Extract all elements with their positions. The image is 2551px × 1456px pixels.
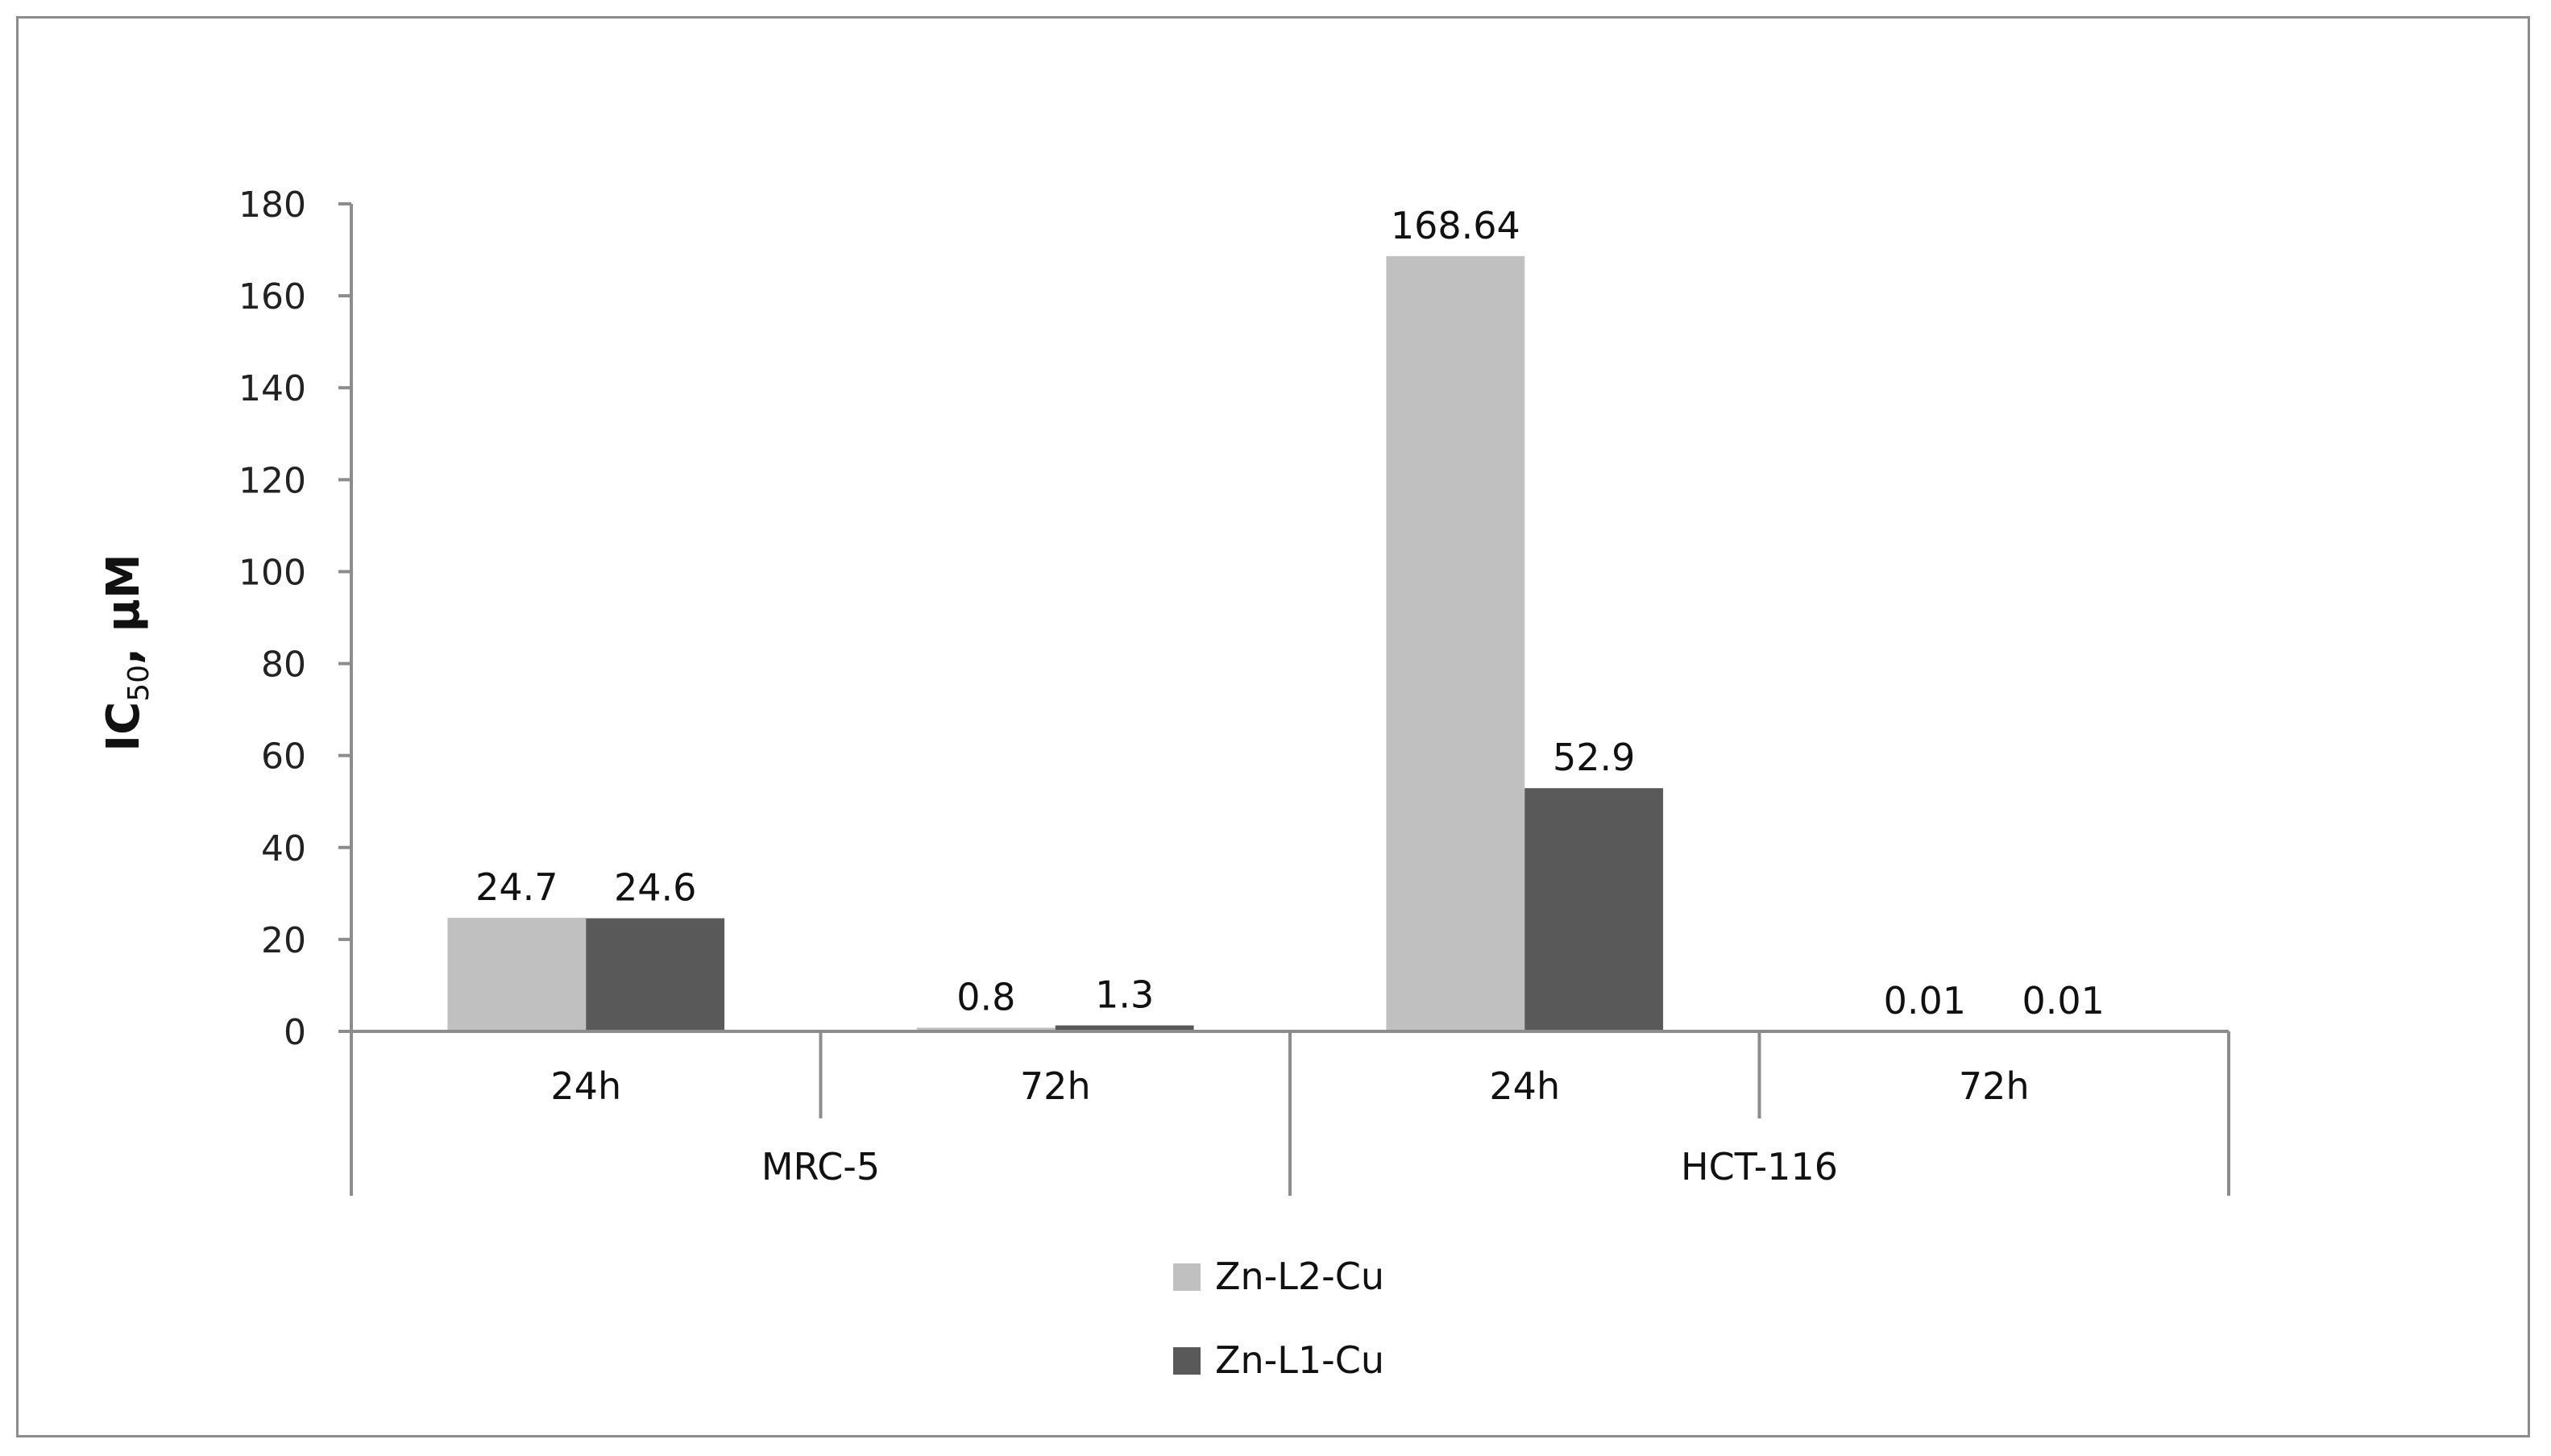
chart-frame: [16, 16, 2530, 1437]
y-axis-label-unit: , μM: [97, 554, 150, 665]
y-tick-label: 60: [261, 736, 306, 778]
y-tick-label: 100: [239, 552, 306, 593]
y-tick-label: 140: [239, 368, 306, 409]
x-group-label: MRC-5: [761, 1145, 880, 1188]
legend-swatch: [1173, 1263, 1201, 1291]
bar-data-label: 24.6: [614, 866, 696, 910]
y-axis-label-main: IC: [97, 702, 150, 752]
bar-data-label: 0.8: [956, 975, 1015, 1018]
legend-swatch: [1173, 1347, 1201, 1375]
y-tick-label: 40: [261, 828, 306, 869]
bar-data-label: 0.01: [2022, 979, 2104, 1023]
bar: [1055, 1025, 1194, 1031]
x-axis: 24h 72h 24h 72h MRC-5 HCT-116: [350, 1030, 2230, 1196]
bar: [447, 918, 587, 1031]
bar: [1386, 255, 1525, 1031]
bar-data-label: 1.3: [1095, 973, 1154, 1017]
legend: Zn-L2-Cu Zn-L1-Cu: [1173, 1255, 1384, 1382]
data-labels: 24.7 24.6 0.8 1.3 168.64 52.9 0.01 0.01: [475, 204, 2105, 1023]
y-tick-label: 180: [239, 185, 306, 226]
y-tick-label: 160: [239, 276, 306, 317]
x-category-label: 72h: [1959, 1064, 2030, 1108]
bar-data-label: 24.7: [475, 865, 558, 909]
x-group-label: HCT-116: [1681, 1145, 1838, 1188]
x-category-label: 24h: [550, 1064, 621, 1108]
y-tick-label: 120: [239, 460, 306, 501]
x-category-label: 72h: [1020, 1064, 1091, 1108]
bar-data-label: 168.64: [1391, 204, 1520, 247]
bars: [447, 255, 2133, 1031]
legend-label: Zn-L1-Cu: [1215, 1338, 1384, 1382]
bar: [1524, 788, 1664, 1031]
y-axis-label: IC50, μM: [97, 554, 156, 751]
bar-data-label: 52.9: [1553, 736, 1635, 779]
y-axis-label-sub: 50: [122, 665, 156, 702]
bar: [586, 918, 725, 1031]
y-tick-label: 80: [261, 645, 306, 686]
y-tick-label: 0: [284, 1012, 306, 1053]
x-category-label: 24h: [1489, 1064, 1560, 1108]
legend-label: Zn-L2-Cu: [1215, 1255, 1384, 1298]
y-axis: 0 20 40 60 80 100 120 140 160 180: [239, 185, 353, 1053]
bar: [916, 1027, 1056, 1031]
y-tick-label: 20: [261, 920, 306, 961]
bar-data-label: 0.01: [1884, 979, 1966, 1023]
